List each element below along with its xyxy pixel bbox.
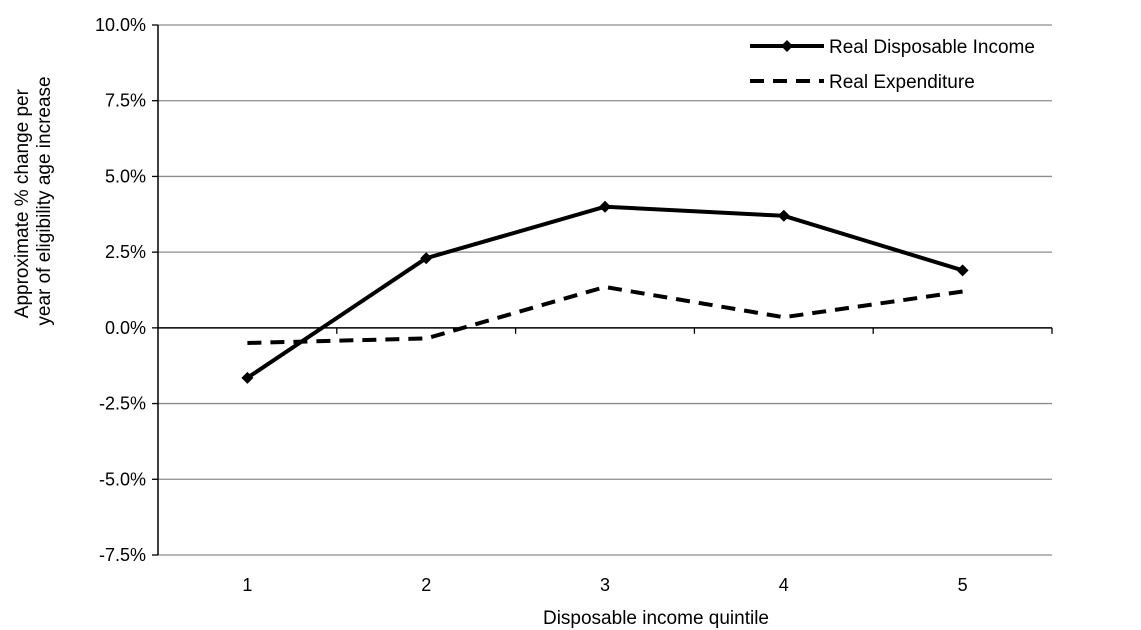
y-tick-labels: -7.5% -5.0% -2.5% 0.0% 2.5% 5.0% 7.5% 10.0% [95,15,146,565]
gridlines [152,24,1053,556]
series-line-real-disposable-income [246,204,964,380]
legend: Real Disposable Income Real Expenditure [750,37,1035,93]
legend-label-real-disposable-income: Real Disposable Income [829,37,1035,58]
x-tick-label: 2 [421,575,431,595]
y-tick-label: 5.0% [105,166,146,186]
x-axis-title: Disposable income quintile [543,608,769,629]
axes [157,25,1052,555]
y-axis-title-line-1: Approximate % change per [12,88,33,318]
legend-marker-real-disposable-income [781,40,793,52]
y-tick-label: -7.5% [99,545,146,565]
y-tick-label: 2.5% [105,242,146,262]
series-line-real-expenditure [247,284,963,345]
y-tick-label: 7.5% [105,91,146,111]
y-tick-label: -5.0% [99,469,146,489]
y-tick-label: -2.5% [99,394,146,414]
data-point-real-disposable-income [420,252,433,265]
series [241,200,969,384]
x-tick-labels: 1 2 3 4 5 [242,575,967,595]
x-tick-label: 5 [958,575,968,595]
data-point-real-disposable-income [599,200,611,213]
y-tick-label: 0.0% [105,318,146,338]
x-tick-label: 4 [779,575,789,595]
x-tick-label: 3 [600,575,610,595]
data-point-real-disposable-income [777,209,790,222]
y-axis-title-line-2: year of eligibility age increase [34,76,55,325]
y-axis-title: Approximate % change per year of eligibi… [12,76,55,325]
data-point-real-disposable-income [956,264,969,277]
y-tick-label: 10.0% [95,15,146,35]
data-point-real-disposable-income [241,371,254,384]
x-tick-label: 1 [242,575,252,595]
legend-label-real-expenditure: Real Expenditure [829,72,975,93]
